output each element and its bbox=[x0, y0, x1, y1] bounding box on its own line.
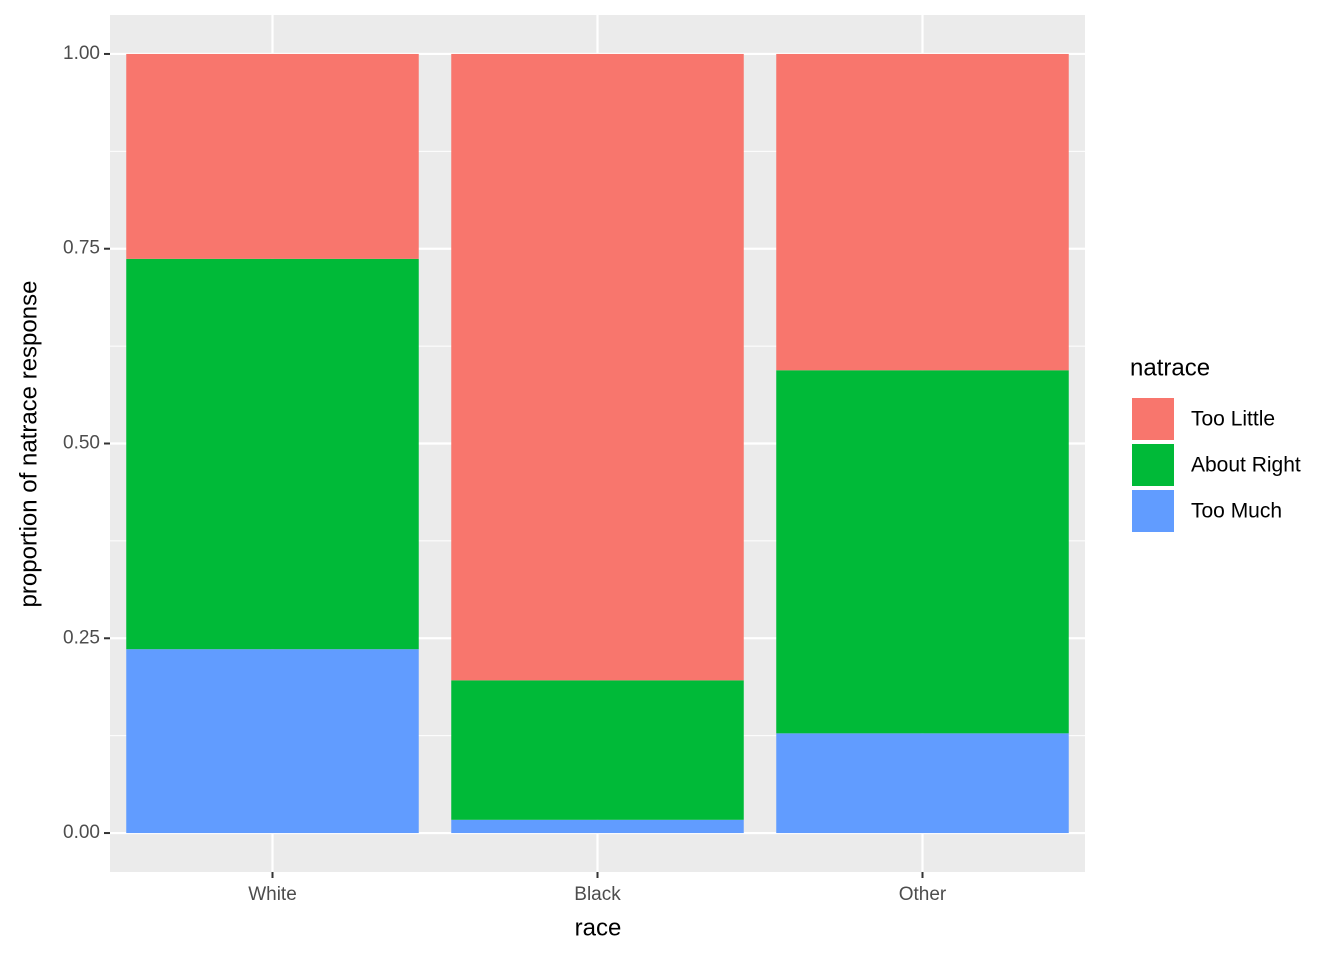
x-tick-label: White bbox=[248, 884, 297, 905]
bar-segment bbox=[126, 258, 419, 650]
bar-segment bbox=[776, 370, 1069, 734]
y-tick-label: 0.75 bbox=[63, 238, 100, 259]
y-tick-label: 0.25 bbox=[63, 627, 100, 648]
x-tick-label: Other bbox=[899, 884, 947, 905]
bar-segment bbox=[776, 733, 1069, 834]
legend-label: Too Much bbox=[1191, 500, 1282, 523]
x-tick-label: Black bbox=[574, 884, 621, 905]
bar-segment bbox=[776, 53, 1069, 371]
legend-label: About Right bbox=[1191, 454, 1301, 477]
y-tick-label: 1.00 bbox=[63, 43, 100, 64]
legend-label: Too Little bbox=[1191, 408, 1275, 431]
bar-segment bbox=[451, 53, 744, 681]
legend-key bbox=[1132, 490, 1174, 532]
bar-segment bbox=[451, 819, 744, 834]
bar-segment bbox=[126, 649, 419, 834]
legend-title: natrace bbox=[1130, 354, 1210, 381]
legend-key bbox=[1132, 444, 1174, 486]
y-axis-title: proportion of natrace response bbox=[15, 281, 42, 608]
bar-segment bbox=[126, 53, 419, 259]
y-tick-label: 0.00 bbox=[63, 822, 100, 843]
x-axis-title: race bbox=[575, 914, 622, 941]
legend-key bbox=[1132, 398, 1174, 440]
y-tick-label: 0.50 bbox=[63, 433, 100, 454]
bar-segment bbox=[451, 680, 744, 820]
